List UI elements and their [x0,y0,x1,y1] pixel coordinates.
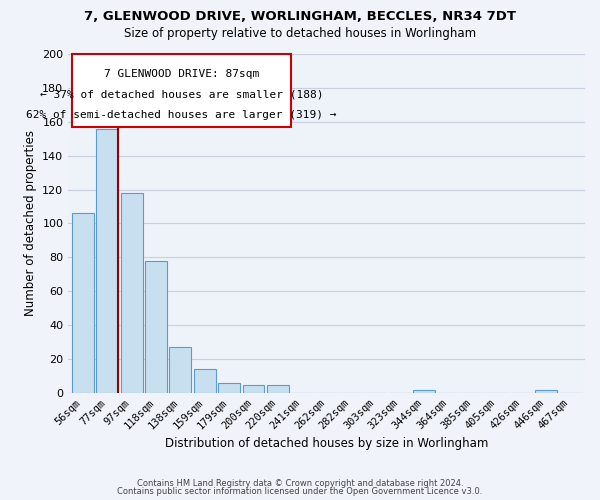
X-axis label: Distribution of detached houses by size in Worlingham: Distribution of detached houses by size … [165,437,488,450]
Y-axis label: Number of detached properties: Number of detached properties [24,130,37,316]
Bar [267,384,289,393]
Bar [72,214,94,393]
Bar [535,390,557,393]
FancyBboxPatch shape [72,54,291,127]
Text: 62% of semi-detached houses are larger (319) →: 62% of semi-detached houses are larger (… [26,110,337,120]
Bar [194,370,216,393]
Bar [169,347,191,393]
Bar [121,193,143,393]
Bar [413,390,435,393]
Text: Size of property relative to detached houses in Worlingham: Size of property relative to detached ho… [124,28,476,40]
Text: 7 GLENWOOD DRIVE: 87sqm: 7 GLENWOOD DRIVE: 87sqm [104,70,259,80]
Bar [242,384,265,393]
Bar [145,261,167,393]
Text: Contains HM Land Registry data © Crown copyright and database right 2024.: Contains HM Land Registry data © Crown c… [137,478,463,488]
Bar [218,383,240,393]
Text: Contains public sector information licensed under the Open Government Licence v3: Contains public sector information licen… [118,487,482,496]
Bar [96,128,118,393]
Text: 7, GLENWOOD DRIVE, WORLINGHAM, BECCLES, NR34 7DT: 7, GLENWOOD DRIVE, WORLINGHAM, BECCLES, … [84,10,516,23]
Text: ← 37% of detached houses are smaller (188): ← 37% of detached houses are smaller (18… [40,90,323,100]
